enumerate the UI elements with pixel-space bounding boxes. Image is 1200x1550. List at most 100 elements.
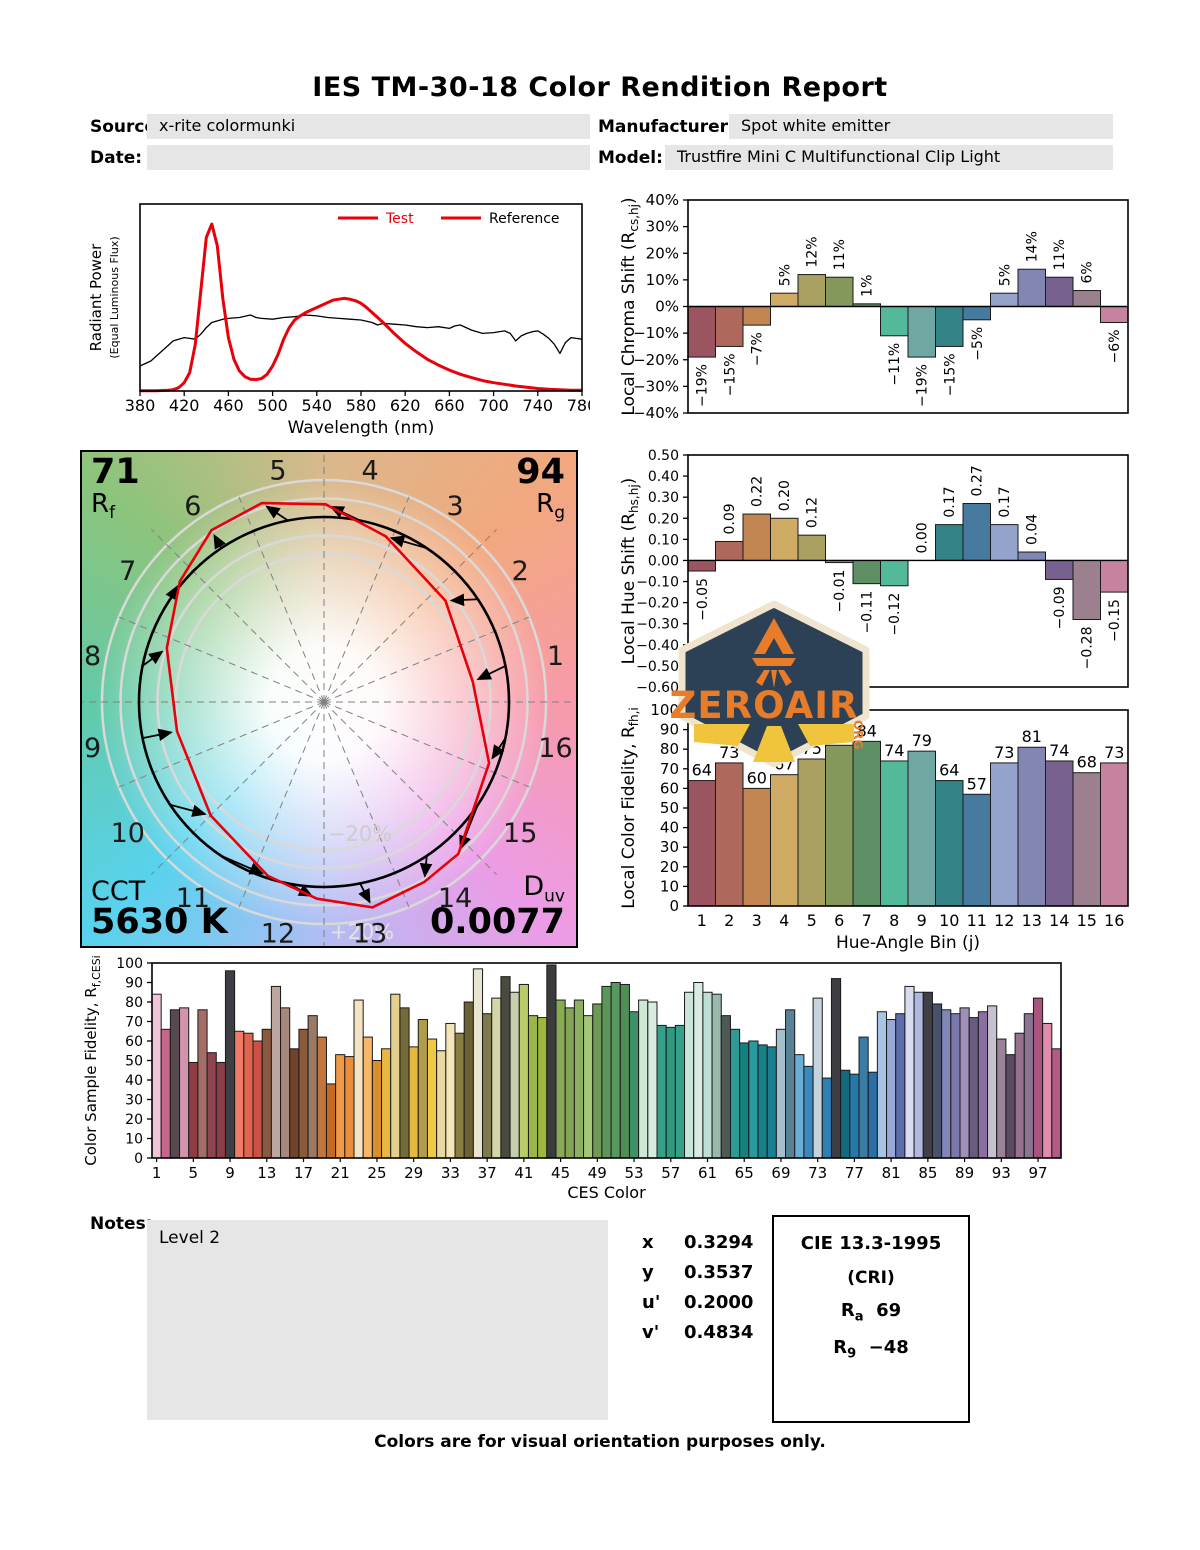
svg-text:12%: 12% [805,236,821,267]
svg-text:64: 64 [692,761,712,780]
svg-text:−10%: −10% [633,324,679,342]
svg-text:61: 61 [698,1164,717,1182]
svg-text:0.27: 0.27 [970,465,986,496]
svg-text:0.09: 0.09 [722,503,738,534]
svg-text:9: 9 [917,911,927,930]
logo-suffix: ORG [851,720,865,749]
svg-text:0.40: 0.40 [648,469,679,485]
svg-text:21: 21 [331,1164,350,1182]
notes-value: Level 2 [147,1220,608,1420]
local-hue-shift-chart: 0.500.400.300.200.100.00−0.10−0.20−0.30−… [619,448,1129,696]
svg-text:68: 68 [1077,753,1097,772]
svg-text:80: 80 [125,995,143,1011]
svg-text:−0.28: −0.28 [1080,627,1096,670]
svg-text:5%: 5% [997,264,1013,286]
svg-text:Hue-Angle Bin (j): Hue-Angle Bin (j) [836,933,980,953]
svg-text:11%: 11% [832,239,848,270]
date-value [147,145,590,170]
svg-text:0.12: 0.12 [805,497,821,528]
svg-text:100: 100 [650,701,679,719]
svg-text:−11%: −11% [887,343,903,386]
svg-text:13: 13 [1022,911,1042,930]
svg-text:0.17: 0.17 [942,486,958,517]
svg-text:0.00: 0.00 [915,522,931,553]
svg-text:−5%: −5% [970,327,986,361]
svg-text:1: 1 [547,641,564,672]
svg-text:6: 6 [834,911,844,930]
svg-text:74: 74 [1049,741,1069,760]
svg-text:69: 69 [771,1164,790,1182]
svg-text:8: 8 [889,911,899,930]
svg-text:−0.40: −0.40 [636,638,679,654]
svg-text:50: 50 [660,799,679,817]
svg-text:9: 9 [225,1164,235,1182]
svg-text:460: 460 [213,396,244,415]
svg-text:11: 11 [967,911,987,930]
svg-text:−0.15: −0.15 [1107,599,1123,642]
svg-text:Wavelength (nm): Wavelength (nm) [288,418,435,438]
svg-text:5: 5 [269,456,286,487]
svg-text:−15%: −15% [722,353,738,396]
svg-text:Local Color Fidelity, Rfh,i: Local Color Fidelity, Rfh,i [619,707,641,909]
source-value: x-rite colormunki [147,114,590,139]
svg-text:10: 10 [125,1132,143,1148]
svg-text:14: 14 [1049,911,1069,930]
source-label: Source: [90,117,163,137]
svg-text:−6%: −6% [1107,329,1123,363]
svg-text:40%: 40% [646,191,679,209]
svg-text:60: 60 [125,1034,143,1050]
svg-text:60: 60 [747,768,767,787]
svg-text:0: 0 [669,897,679,915]
svg-text:660: 660 [434,396,465,415]
svg-text:13: 13 [353,918,387,946]
svg-text:+20%: +20% [330,920,394,944]
svg-text:0.17: 0.17 [997,486,1013,517]
svg-text:0.50: 0.50 [648,448,679,464]
svg-text:0.10: 0.10 [648,532,679,548]
svg-text:3: 3 [447,491,464,522]
svg-text:15: 15 [503,818,537,849]
r9-row: R9 −48 [833,1336,909,1362]
svg-text:25: 25 [367,1164,386,1182]
report-title: IES TM-30-18 Color Rendition Report [312,72,888,103]
svg-text:5: 5 [189,1164,199,1182]
cri-title: CIE 13.3-1995 [800,1233,942,1254]
manufacturer-label: Manufacturer: [598,117,735,137]
svg-text:80: 80 [660,740,679,758]
svg-text:30: 30 [660,838,679,856]
svg-text:4: 4 [779,911,789,930]
svg-text:70: 70 [125,1015,143,1031]
svg-text:−0.05: −0.05 [695,578,711,621]
date-label: Date: [90,148,143,168]
svg-text:−0.60: −0.60 [636,680,679,696]
svg-text:−0.01: −0.01 [832,570,848,613]
svg-text:10: 10 [111,818,145,849]
svg-text:40: 40 [660,819,679,837]
svg-text:CES Color: CES Color [567,1183,646,1200]
svg-text:73: 73 [719,743,739,762]
svg-text:6%: 6% [1080,261,1096,283]
svg-text:84: 84 [857,721,877,740]
svg-text:20: 20 [125,1112,143,1128]
svg-text:420: 420 [169,396,200,415]
svg-text:5%: 5% [777,264,793,286]
svg-text:0%: 0% [655,298,679,316]
svg-text:−40%: −40% [633,404,679,422]
svg-text:74: 74 [884,741,904,760]
svg-text:97: 97 [1028,1164,1047,1182]
svg-text:Test: Test [385,211,414,227]
rf-readout: 71 Rf [91,452,140,523]
spectral-power-chart: 380 420 460 500 540 580 620 660 700 740 780 Wavelen… [87,203,590,438]
svg-text:−20%: −20% [633,351,679,369]
color-vector-graphic: −20% +20% 1 2 3 4 5 6 7 8 9 10 11 12 13 14 15 16 71 Rf 94… [80,450,578,948]
svg-text:13: 13 [257,1164,276,1182]
svg-text:73: 73 [994,743,1014,762]
chromaticity-row-v: v' 0.4834 [642,1322,754,1343]
svg-text:16: 16 [1104,911,1124,930]
svg-text:100: 100 [116,956,143,972]
svg-text:90: 90 [125,976,143,992]
svg-text:8: 8 [84,641,101,672]
svg-text:Local Hue Shift (Rhs,hj): Local Hue Shift (Rhs,hj) [619,478,641,665]
svg-text:37: 37 [478,1164,497,1182]
